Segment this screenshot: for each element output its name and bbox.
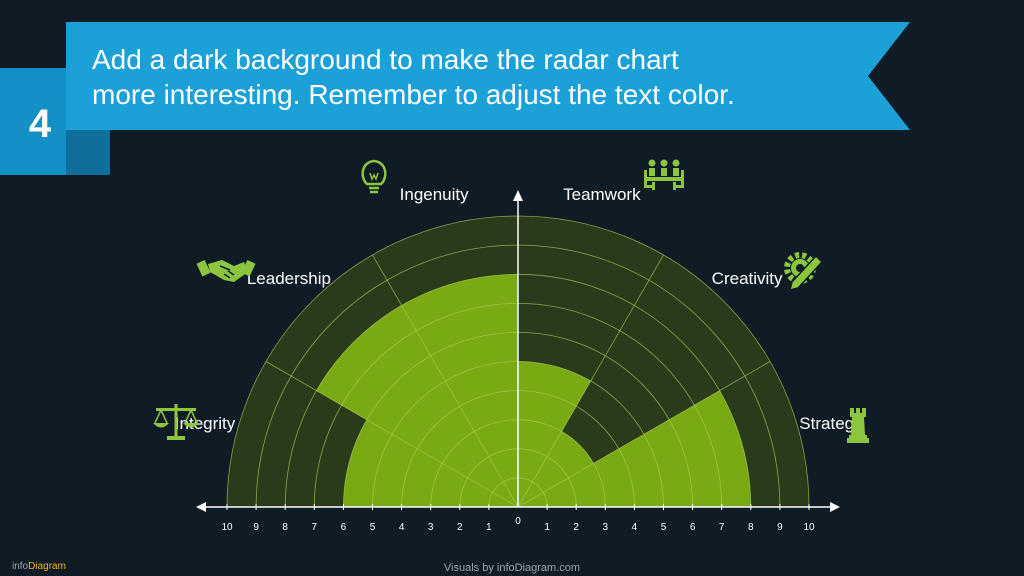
grid-spoke-5	[517, 361, 771, 508]
logo-info-text: info	[12, 561, 29, 572]
tick-label-left-3: 3	[428, 522, 434, 533]
tick-label-origin: 0	[515, 516, 521, 527]
tick-label-right-7: 7	[719, 522, 725, 533]
tick-label-left-10: 10	[221, 522, 233, 533]
chart-category-labels: Integrity Leadership Ingenuity Teamwork Crea…	[175, 185, 863, 433]
tick-label-right-8: 8	[748, 522, 754, 533]
sector-creativity	[518, 431, 594, 507]
tick-label-right-5: 5	[661, 522, 667, 533]
category-label-teamwork: Teamwork	[563, 185, 641, 204]
tick-label-left-8: 8	[282, 522, 288, 533]
tick-label-right-4: 4	[632, 522, 638, 533]
grid-spoke-4	[517, 254, 664, 508]
sector-teamwork	[518, 361, 591, 507]
tick-label-right-9: 9	[777, 522, 783, 533]
grid-spoke-1	[265, 361, 519, 508]
lightbulb-icon	[361, 159, 387, 194]
footer-credit: Visuals by infoDiagram.com	[443, 562, 581, 574]
sector-integrity	[343, 419, 518, 507]
banner-ribbon	[66, 22, 910, 130]
title-line-1: Add a dark background to make the radar …	[92, 44, 679, 75]
grid-spoke-2	[372, 254, 519, 508]
sector-strategy	[518, 390, 751, 507]
brand-logo: infoDiagram	[12, 561, 66, 572]
title-line-2: more interesting. Remember to adjust the…	[92, 79, 735, 110]
team-meeting-icon	[644, 159, 684, 190]
tick-label-left-6: 6	[341, 522, 347, 533]
tick-label-right-1: 1	[544, 522, 550, 533]
y-axis-arrow	[513, 190, 523, 201]
category-label-integrity: Integrity	[175, 414, 236, 433]
chart-sectors	[316, 274, 751, 507]
tick-label-left-9: 9	[253, 522, 259, 533]
category-label-strategy: Strategy	[799, 414, 863, 433]
category-label-ingenuity: Ingenuity	[400, 185, 469, 204]
logo-diagram-text: Diagram	[28, 561, 66, 572]
tick-label-left-7: 7	[312, 522, 318, 533]
chart-axes	[196, 190, 840, 512]
gear-pencil-icon	[784, 252, 824, 292]
tick-label-right-6: 6	[690, 522, 696, 533]
track-creativity	[518, 255, 770, 507]
title-banner: 4 Add a dark background to make the rada…	[0, 22, 910, 175]
tick-label-right-3: 3	[603, 522, 609, 533]
tick-label-right-2: 2	[573, 522, 579, 533]
tick-label-right-10: 10	[803, 522, 815, 533]
category-label-leadership: Leadership	[247, 269, 331, 288]
x-axis-arrow-right	[830, 502, 840, 512]
tick-label-left-5: 5	[370, 522, 376, 533]
chart-ticks: 10 9 8 7 6 5 4 3 2 1 1 2 3 4 5 6 7 8 9 10 0	[221, 504, 815, 533]
handshake-icon	[196, 259, 256, 282]
sector-ingenuity	[401, 274, 518, 507]
tick-label-left-2: 2	[457, 522, 463, 533]
tick-label-left-4: 4	[399, 522, 405, 533]
chess-rook-icon	[847, 408, 869, 443]
sector-leadership	[316, 305, 518, 507]
category-label-creativity: Creativity	[712, 269, 783, 288]
slide-number: 4	[29, 102, 52, 146]
tick-label-left-1: 1	[486, 522, 492, 533]
x-axis-arrow-left	[196, 502, 206, 512]
banner-fold	[66, 128, 110, 175]
scales-icon	[153, 404, 199, 440]
radar-chart: 10 9 8 7 6 5 4 3 2 1 1 2 3 4 5 6 7 8 9 10 0 Integrity Leaders…	[153, 159, 869, 533]
number-box	[0, 68, 66, 175]
